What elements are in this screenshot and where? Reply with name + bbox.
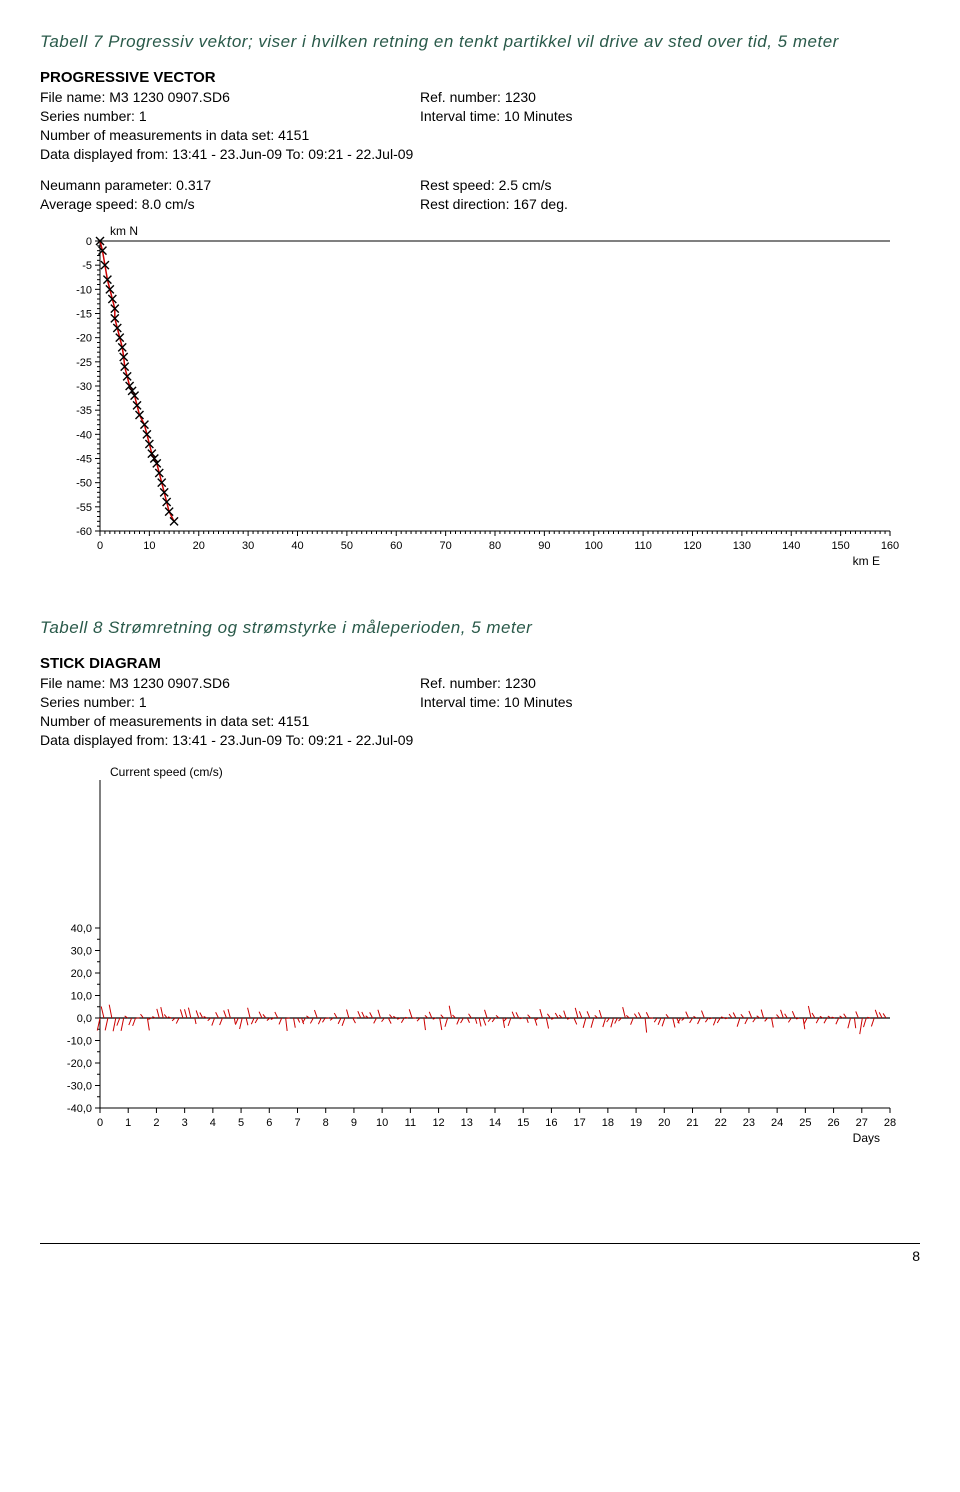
svg-text:40,0: 40,0 <box>71 923 92 935</box>
table8-seriesnumber: Series number: 1 <box>40 693 420 712</box>
page-number: 8 <box>912 1248 920 1264</box>
svg-text:2: 2 <box>153 1117 159 1129</box>
svg-text:11: 11 <box>405 1117 416 1129</box>
svg-text:110: 110 <box>634 540 652 552</box>
svg-text:-15: -15 <box>76 309 92 321</box>
table7-datadisplayed: Data displayed from: 13:41 - 23.Jun-09 T… <box>40 145 920 164</box>
svg-text:10,0: 10,0 <box>71 991 92 1003</box>
svg-text:15: 15 <box>517 1117 529 1129</box>
svg-text:22: 22 <box>715 1117 727 1129</box>
svg-text:26: 26 <box>827 1117 839 1129</box>
svg-text:0: 0 <box>86 236 92 248</box>
svg-text:40: 40 <box>291 540 303 552</box>
svg-text:23: 23 <box>743 1117 755 1129</box>
svg-text:25: 25 <box>799 1117 811 1129</box>
svg-text:-50: -50 <box>76 478 92 490</box>
svg-text:Current speed (cm/s): Current speed (cm/s) <box>110 765 223 779</box>
svg-text:10: 10 <box>376 1117 388 1129</box>
table8-refnumber: Ref. number: 1230 <box>420 674 920 693</box>
svg-text:20: 20 <box>193 540 205 552</box>
stick-diagram-chart: Current speed (cm/s) 40,0 30,0 20,0 10,0 0,0 -… <box>40 758 920 1183</box>
table8-filename: File name: M3 1230 0907.SD6 <box>40 674 420 693</box>
table7-intervaltime: Interval time: 10 Minutes <box>420 107 920 126</box>
table8-title: STICK DIAGRAM <box>40 654 920 674</box>
svg-text:100: 100 <box>585 540 603 552</box>
svg-text:160: 160 <box>881 540 899 552</box>
svg-text:12: 12 <box>432 1117 444 1129</box>
svg-text:27: 27 <box>856 1117 868 1129</box>
svg-text:19: 19 <box>630 1117 642 1129</box>
svg-text:km N: km N <box>110 224 138 238</box>
svg-text:4: 4 <box>210 1117 216 1129</box>
svg-text:150: 150 <box>831 540 849 552</box>
table7-restspeed: Rest speed: 2.5 cm/s <box>420 176 920 195</box>
svg-text:14: 14 <box>489 1117 501 1129</box>
page-footer: 8 <box>40 1243 920 1264</box>
svg-text:-10,0: -10,0 <box>67 1036 92 1048</box>
svg-text:24: 24 <box>771 1117 783 1129</box>
svg-text:-20: -20 <box>76 333 92 345</box>
svg-text:120: 120 <box>683 540 701 552</box>
table7-refnumber: Ref. number: 1230 <box>420 88 920 107</box>
svg-text:5: 5 <box>238 1117 244 1129</box>
svg-text:30: 30 <box>242 540 254 552</box>
svg-text:28: 28 <box>884 1117 896 1129</box>
table7-measurements: Number of measurements in data set: 4151 <box>40 126 920 145</box>
table7-restdir: Rest direction: 167 deg. <box>420 195 920 214</box>
svg-text:-25: -25 <box>76 357 92 369</box>
svg-text:9: 9 <box>351 1117 357 1129</box>
svg-text:140: 140 <box>782 540 800 552</box>
svg-text:90: 90 <box>538 540 550 552</box>
table7-neumann: Neumann parameter: 0.317 <box>40 176 420 195</box>
svg-text:-20,0: -20,0 <box>67 1058 92 1070</box>
table7-seriesnumber: Series number: 1 <box>40 107 420 126</box>
svg-text:-40,0: -40,0 <box>67 1103 92 1115</box>
svg-text:10: 10 <box>143 540 155 552</box>
svg-text:-60: -60 <box>76 526 92 538</box>
svg-text:18: 18 <box>602 1117 614 1129</box>
progressive-vector-chart: 0 -5 -10 -15 -20 -25 -30 -35 -40 -45 -50 -55 -60 km N… <box>40 221 920 576</box>
svg-text:0: 0 <box>97 1117 103 1129</box>
svg-text:21: 21 <box>686 1117 698 1129</box>
table7-title: PROGRESSIVE VECTOR <box>40 68 920 88</box>
svg-text:20,0: 20,0 <box>71 968 92 980</box>
svg-text:70: 70 <box>440 540 452 552</box>
svg-text:0: 0 <box>97 540 103 552</box>
table7-filename: File name: M3 1230 0907.SD6 <box>40 88 420 107</box>
table7-meta: PROGRESSIVE VECTOR File name: M3 1230 09… <box>40 68 920 164</box>
svg-text:17: 17 <box>574 1117 586 1129</box>
table8-meta: STICK DIAGRAM File name: M3 1230 0907.SD… <box>40 654 920 750</box>
svg-text:Days: Days <box>853 1131 880 1145</box>
svg-text:130: 130 <box>733 540 751 552</box>
svg-text:30,0: 30,0 <box>71 946 92 958</box>
svg-text:7: 7 <box>294 1117 300 1129</box>
table8-intervaltime: Interval time: 10 Minutes <box>420 693 920 712</box>
svg-text:3: 3 <box>182 1117 188 1129</box>
svg-text:-45: -45 <box>76 454 92 466</box>
svg-text:-5: -5 <box>82 261 92 273</box>
table7-avgspeed: Average speed: 8.0 cm/s <box>40 195 420 214</box>
table8-datadisplayed: Data displayed from: 13:41 - 23.Jun-09 T… <box>40 731 920 750</box>
svg-text:20: 20 <box>658 1117 670 1129</box>
svg-text:-30: -30 <box>76 381 92 393</box>
table8-measurements: Number of measurements in data set: 4151 <box>40 712 920 731</box>
svg-text:6: 6 <box>266 1117 272 1129</box>
table7-caption: Tabell 7 Progressiv vektor; viser i hvil… <box>40 30 920 54</box>
svg-text:50: 50 <box>341 540 353 552</box>
svg-text:-40: -40 <box>76 430 92 442</box>
svg-text:1: 1 <box>125 1117 131 1129</box>
svg-text:60: 60 <box>390 540 402 552</box>
svg-text:-35: -35 <box>76 406 92 418</box>
svg-text:8: 8 <box>323 1117 329 1129</box>
table8-caption: Tabell 8 Strømretning og strømstyrke i m… <box>40 616 920 640</box>
svg-text:-30,0: -30,0 <box>67 1081 92 1093</box>
svg-text:0,0: 0,0 <box>77 1013 92 1025</box>
svg-text:-55: -55 <box>76 502 92 514</box>
svg-text:-10: -10 <box>76 285 92 297</box>
table7-params: Neumann parameter: 0.317 Rest speed: 2.5… <box>40 176 920 214</box>
svg-text:km E: km E <box>853 554 880 568</box>
svg-text:80: 80 <box>489 540 501 552</box>
svg-text:16: 16 <box>545 1117 557 1129</box>
svg-text:13: 13 <box>461 1117 473 1129</box>
